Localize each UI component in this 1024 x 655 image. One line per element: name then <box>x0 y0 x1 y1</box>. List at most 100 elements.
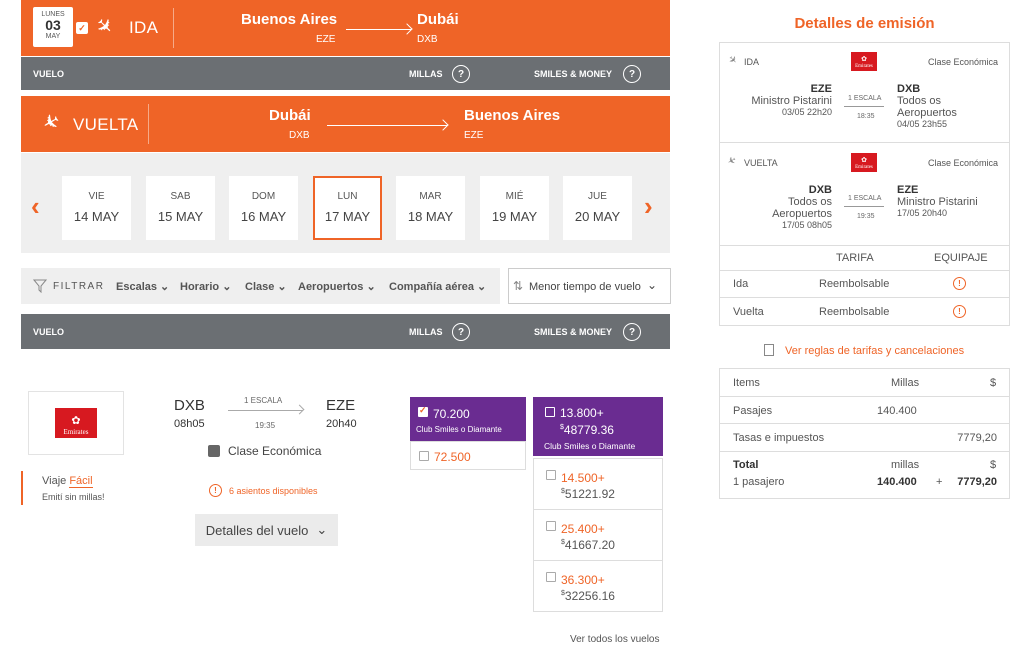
summary-outbound-leg: ✈ IDA ✿ Emirates Clase Económica EZE Mini… <box>719 42 1010 143</box>
date-card[interactable]: DOM 16 MAY <box>229 176 298 240</box>
sort-select[interactable]: ⇅ Menor tiempo de vuelo ⌄ <box>508 268 671 304</box>
date-card[interactable]: SAB 15 MAY <box>146 176 215 240</box>
promo-title: Viaje Fácil <box>42 475 93 488</box>
check-mark-icon: ✓ <box>419 405 427 415</box>
miles-option[interactable]: 72.500 <box>410 441 526 470</box>
chevron-down-icon: ⌄ <box>316 522 328 537</box>
currency-symbol: $ <box>561 539 565 546</box>
alert-icon: ! <box>209 484 222 497</box>
total-label: Total <box>733 459 759 471</box>
summary-return-from: DXB Todos os Aeropuertos 17/05 08h05 <box>772 184 832 230</box>
filter-aeropuertos[interactable]: Aeropuertos ⌄ <box>298 280 376 293</box>
summary-outbound-stops: 1 ESCALA <box>848 95 882 102</box>
checkbox-checked-icon <box>418 407 428 417</box>
filter-horario[interactable]: Horario ⌄ <box>180 280 231 293</box>
miles-option-club[interactable]: ✓ 70.200 Club Smiles o Diamante <box>410 397 526 441</box>
summary-return-to: EZE Ministro Pistarini 17/05 20h40 <box>897 184 978 218</box>
divider <box>720 451 1009 452</box>
to-name: Ministro Pistarini <box>897 196 978 208</box>
airline-name: Emirates <box>855 64 873 69</box>
route-arrow-head <box>437 119 449 131</box>
money-option[interactable]: 36.300+ $32256.16 <box>533 560 663 612</box>
checkbox-icon <box>419 451 429 461</box>
miles-option-sub: Club Smiles o Diamante <box>416 425 502 434</box>
return-to-code: EZE <box>464 130 484 141</box>
chevron-down-icon: ⌄ <box>477 281 487 293</box>
tasas-amount: 7779,20 <box>957 432 997 444</box>
see-all-flights-link[interactable]: Ver todos los vuelos <box>570 634 660 645</box>
filter-label[interactable]: FILTRAR <box>53 281 105 292</box>
flight-cabin: Clase Económica <box>228 444 322 458</box>
baggage-info-icon[interactable]: ! <box>953 305 966 318</box>
from-code: EZE <box>810 83 832 95</box>
date-day: 16 MAY <box>240 209 287 224</box>
date-card-selected[interactable]: LUN 17 MAY <box>313 176 382 240</box>
smiles-money-help-icon[interactable]: ? <box>623 323 641 341</box>
filter-bar: FILTRAR Escalas ⌄ Horario ⌄ Clase ⌄ Aero… <box>21 268 500 304</box>
filter-compania-label: Compañía aérea <box>389 281 474 293</box>
outbound-date-badge: LUNES 03 MAY <box>33 7 73 47</box>
outbound-to-code: DXB <box>417 34 438 45</box>
date-day: 18 MAY <box>407 209 454 224</box>
filter-clase[interactable]: Clase ⌄ <box>245 280 287 293</box>
outbound-month: MAY <box>45 33 61 40</box>
filter-escalas-label: Escalas <box>116 281 157 293</box>
flight-details-button[interactable]: Detalles del vuelo ⌄ <box>195 514 338 546</box>
chevron-down-icon: ⌄ <box>647 278 658 292</box>
from-name-line1: Todos os <box>787 196 832 208</box>
miles-option-value: 72.500 <box>434 450 471 464</box>
outbound-from-code: EZE <box>316 34 336 45</box>
millas-help-icon[interactable]: ? <box>452 323 470 341</box>
money-option-sub: Club Smiles o Diamante <box>544 441 636 451</box>
filter-compania[interactable]: Compañía aérea ⌄ <box>389 280 486 293</box>
summary-route-line <box>844 206 884 207</box>
date-card[interactable]: JUE 20 MAY <box>563 176 632 240</box>
currency-col: $ <box>990 377 997 389</box>
flight-dep-time: 08h05 <box>174 418 205 430</box>
sort-icon: ⇅ <box>513 279 524 293</box>
date-card[interactable]: MAR 18 MAY <box>396 176 465 240</box>
sort-value: Menor tiempo de vuelo <box>529 281 641 293</box>
total-passengers: 1 pasajero <box>733 476 785 488</box>
route-arrow <box>327 125 447 126</box>
checkbox-icon <box>545 407 555 417</box>
seats-available: 6 asientos disponibles <box>229 486 318 496</box>
summary-outbound-stop-time: 18:35 <box>857 113 875 120</box>
total-millas: 140.400 <box>877 476 917 488</box>
millas-col: Millas <box>891 377 920 389</box>
route-arrow-head <box>401 23 413 35</box>
millas-help-icon[interactable]: ? <box>452 65 470 83</box>
from-datetime: 03/05 22h20 <box>781 107 832 117</box>
column-millas: MILLAS <box>409 69 443 79</box>
prev-dates-chevron-icon[interactable]: ‹ <box>31 191 40 221</box>
from-name-line2: Aeropuertos <box>772 208 832 220</box>
amount-value: 41667.20 <box>564 538 615 552</box>
divider <box>720 297 1009 298</box>
date-card[interactable]: MIÉ 19 MAY <box>480 176 549 240</box>
promo-highlight: Fácil <box>69 475 93 488</box>
summary-outbound-to: DXB Todos os Aeropuertos 04/05 23h55 <box>897 83 957 129</box>
fare-rules-link[interactable]: Ver reglas de tarifas y cancelaciones <box>785 345 965 357</box>
plane-icon: ✈ <box>725 154 739 169</box>
filter-escalas[interactable]: Escalas ⌄ <box>116 280 169 293</box>
outbound-label: IDA <box>129 18 159 37</box>
money-option[interactable]: 14.500+ $51221.92 <box>533 458 663 510</box>
baggage-info-icon[interactable]: ! <box>953 277 966 290</box>
date-weekday: DOM <box>251 191 276 202</box>
totals-table: Items Millas $ Pasajes 140.400 Tasas e i… <box>719 368 1010 499</box>
chevron-down-icon: ⌄ <box>277 281 287 293</box>
checkbox-icon <box>546 521 556 531</box>
money-option[interactable]: 25.400+ $41667.20 <box>533 509 663 561</box>
summary-outbound-from: EZE Ministro Pistarini 03/05 22h20 <box>751 83 832 117</box>
outbound-day-number: 03 <box>45 17 61 33</box>
smiles-money-help-icon[interactable]: ? <box>623 65 641 83</box>
currency-symbol: $ <box>561 488 565 495</box>
currency-symbol: $ <box>561 590 565 597</box>
money-option-club[interactable]: 13.800+ $48779.36 Club Smiles o Diamante <box>533 397 663 456</box>
next-dates-chevron-icon[interactable]: › <box>644 191 653 221</box>
items-col: Items <box>733 377 760 389</box>
seat-icon <box>208 445 220 457</box>
date-card[interactable]: VIE 14 MAY <box>62 176 131 240</box>
flight-arr-code: EZE <box>326 397 356 414</box>
date-day: 14 MAY <box>73 209 120 224</box>
